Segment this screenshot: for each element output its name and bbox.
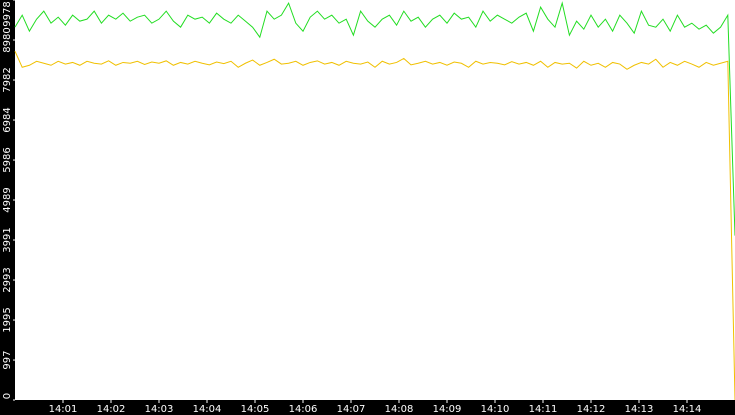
x-tick-label: 14:03 — [145, 404, 174, 415]
y-tick-label: 9978 — [2, 1, 13, 26]
y-tick-label: 8980 — [2, 27, 13, 52]
y-tick-label: 4989 — [2, 187, 13, 212]
x-tick-label: 14:02 — [97, 404, 126, 415]
plot-area — [15, 0, 735, 400]
y-tick-label: 7982 — [2, 67, 13, 92]
x-tick-label: 14:08 — [385, 404, 414, 415]
y-tick-label: 2993 — [2, 267, 13, 292]
x-tick-label: 14:05 — [241, 404, 270, 415]
x-tick-label: 14:04 — [193, 404, 222, 415]
y-tick-label: 1995 — [2, 307, 13, 332]
x-tick-label: 14:10 — [481, 404, 510, 415]
y-tick-label: 997 — [2, 350, 13, 369]
x-tick-label: 14:06 — [289, 404, 318, 415]
x-tick-label: 14:13 — [625, 404, 654, 415]
series-line — [14, 51, 735, 401]
x-tick-label: 14:12 — [577, 404, 606, 415]
y-tick-label: 6984 — [2, 107, 13, 132]
y-tick-label: 3991 — [2, 227, 13, 252]
series-line — [14, 1, 735, 236]
x-tick-label: 14:07 — [337, 404, 366, 415]
x-tick-label: 14:09 — [433, 404, 462, 415]
x-tick-label: 14:01 — [49, 404, 78, 415]
x-tick-label: 14:14 — [673, 404, 702, 415]
y-tick-label: 0 — [2, 393, 13, 399]
x-tick-label: 14:11 — [529, 404, 558, 415]
y-tick-label: 5986 — [2, 147, 13, 172]
